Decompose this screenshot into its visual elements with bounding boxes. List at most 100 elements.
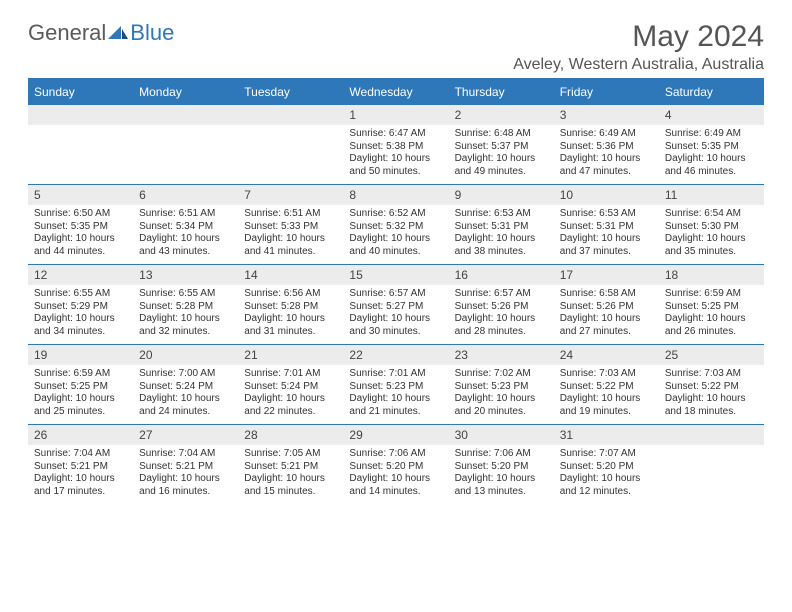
sunset: Sunset: 5:37 PM bbox=[455, 141, 548, 154]
daylight: Daylight: 10 hours and 18 minutes. bbox=[665, 393, 758, 418]
sunrise: Sunrise: 6:51 AM bbox=[139, 208, 232, 221]
day-number: 3 bbox=[554, 105, 659, 125]
day-details: Sunrise: 6:52 AMSunset: 5:32 PMDaylight:… bbox=[343, 205, 448, 264]
day-details: Sunrise: 6:55 AMSunset: 5:28 PMDaylight:… bbox=[133, 285, 238, 344]
day-number: 18 bbox=[659, 265, 764, 285]
daylight: Daylight: 10 hours and 13 minutes. bbox=[455, 473, 548, 498]
sunset: Sunset: 5:31 PM bbox=[455, 221, 548, 234]
header: General Blue May 2024 Aveley, Western Au… bbox=[28, 20, 764, 74]
sunset: Sunset: 5:22 PM bbox=[560, 381, 653, 394]
daylight: Daylight: 10 hours and 37 minutes. bbox=[560, 233, 653, 258]
day-details: Sunrise: 6:57 AMSunset: 5:26 PMDaylight:… bbox=[449, 285, 554, 344]
day-number: 10 bbox=[554, 185, 659, 205]
sunset: Sunset: 5:24 PM bbox=[139, 381, 232, 394]
details-row: Sunrise: 6:55 AMSunset: 5:29 PMDaylight:… bbox=[28, 285, 764, 344]
day-number: 7 bbox=[238, 185, 343, 205]
daylight: Daylight: 10 hours and 28 minutes. bbox=[455, 313, 548, 338]
day-details: Sunrise: 7:04 AMSunset: 5:21 PMDaylight:… bbox=[133, 445, 238, 504]
day-details: Sunrise: 6:53 AMSunset: 5:31 PMDaylight:… bbox=[554, 205, 659, 264]
daylight: Daylight: 10 hours and 22 minutes. bbox=[244, 393, 337, 418]
sunset: Sunset: 5:35 PM bbox=[665, 141, 758, 154]
day-number: 30 bbox=[449, 425, 554, 445]
sunrise: Sunrise: 7:06 AM bbox=[455, 448, 548, 461]
sunrise: Sunrise: 6:53 AM bbox=[560, 208, 653, 221]
sunset: Sunset: 5:38 PM bbox=[349, 141, 442, 154]
daylight: Daylight: 10 hours and 14 minutes. bbox=[349, 473, 442, 498]
day-number: 12 bbox=[28, 265, 133, 285]
sunrise: Sunrise: 7:02 AM bbox=[455, 368, 548, 381]
day-details: Sunrise: 6:59 AMSunset: 5:25 PMDaylight:… bbox=[28, 365, 133, 424]
daylight: Daylight: 10 hours and 21 minutes. bbox=[349, 393, 442, 418]
day-details: Sunrise: 7:02 AMSunset: 5:23 PMDaylight:… bbox=[449, 365, 554, 424]
sunset: Sunset: 5:23 PM bbox=[349, 381, 442, 394]
calendar: Sunday Monday Tuesday Wednesday Thursday… bbox=[28, 78, 764, 504]
daylight: Daylight: 10 hours and 24 minutes. bbox=[139, 393, 232, 418]
weekday-header: Friday bbox=[554, 80, 659, 104]
weeks-container: 1234Sunrise: 6:47 AMSunset: 5:38 PMDayli… bbox=[28, 104, 764, 504]
daylight: Daylight: 10 hours and 40 minutes. bbox=[349, 233, 442, 258]
day-number: 31 bbox=[554, 425, 659, 445]
daylight: Daylight: 10 hours and 30 minutes. bbox=[349, 313, 442, 338]
day-number: 13 bbox=[133, 265, 238, 285]
sunrise: Sunrise: 6:57 AM bbox=[349, 288, 442, 301]
day-number: 27 bbox=[133, 425, 238, 445]
details-row: Sunrise: 6:59 AMSunset: 5:25 PMDaylight:… bbox=[28, 365, 764, 424]
daynum-band: 1234 bbox=[28, 105, 764, 125]
weekday-header: Wednesday bbox=[343, 80, 448, 104]
day-number: 20 bbox=[133, 345, 238, 365]
sunrise: Sunrise: 7:03 AM bbox=[560, 368, 653, 381]
day-number bbox=[238, 105, 343, 125]
sunset: Sunset: 5:27 PM bbox=[349, 301, 442, 314]
week-row: 567891011Sunrise: 6:50 AMSunset: 5:35 PM… bbox=[28, 184, 764, 264]
sunrise: Sunrise: 6:55 AM bbox=[34, 288, 127, 301]
day-details: Sunrise: 6:57 AMSunset: 5:27 PMDaylight:… bbox=[343, 285, 448, 344]
daylight: Daylight: 10 hours and 27 minutes. bbox=[560, 313, 653, 338]
sunset: Sunset: 5:26 PM bbox=[560, 301, 653, 314]
daylight: Daylight: 10 hours and 25 minutes. bbox=[34, 393, 127, 418]
day-number: 15 bbox=[343, 265, 448, 285]
sunset: Sunset: 5:25 PM bbox=[665, 301, 758, 314]
day-number: 19 bbox=[28, 345, 133, 365]
sunrise: Sunrise: 6:59 AM bbox=[34, 368, 127, 381]
sunrise: Sunrise: 7:06 AM bbox=[349, 448, 442, 461]
day-details: Sunrise: 6:49 AMSunset: 5:35 PMDaylight:… bbox=[659, 125, 764, 184]
day-details: Sunrise: 7:06 AMSunset: 5:20 PMDaylight:… bbox=[343, 445, 448, 504]
daylight: Daylight: 10 hours and 41 minutes. bbox=[244, 233, 337, 258]
sunrise: Sunrise: 6:57 AM bbox=[455, 288, 548, 301]
sunrise: Sunrise: 6:49 AM bbox=[665, 128, 758, 141]
weekday-header: Saturday bbox=[659, 80, 764, 104]
daylight: Daylight: 10 hours and 31 minutes. bbox=[244, 313, 337, 338]
weekday-header: Thursday bbox=[449, 80, 554, 104]
day-number: 11 bbox=[659, 185, 764, 205]
daynum-band: 19202122232425 bbox=[28, 345, 764, 365]
daylight: Daylight: 10 hours and 19 minutes. bbox=[560, 393, 653, 418]
sunset: Sunset: 5:21 PM bbox=[139, 461, 232, 474]
sunset: Sunset: 5:21 PM bbox=[244, 461, 337, 474]
sunrise: Sunrise: 7:01 AM bbox=[244, 368, 337, 381]
sunset: Sunset: 5:20 PM bbox=[455, 461, 548, 474]
details-row: Sunrise: 7:04 AMSunset: 5:21 PMDaylight:… bbox=[28, 445, 764, 504]
week-row: 262728293031Sunrise: 7:04 AMSunset: 5:21… bbox=[28, 424, 764, 504]
day-details: Sunrise: 6:53 AMSunset: 5:31 PMDaylight:… bbox=[449, 205, 554, 264]
sunrise: Sunrise: 7:07 AM bbox=[560, 448, 653, 461]
day-number: 21 bbox=[238, 345, 343, 365]
day-number: 26 bbox=[28, 425, 133, 445]
day-details: Sunrise: 6:51 AMSunset: 5:33 PMDaylight:… bbox=[238, 205, 343, 264]
day-details: Sunrise: 6:47 AMSunset: 5:38 PMDaylight:… bbox=[343, 125, 448, 184]
logo-text-2: Blue bbox=[130, 20, 174, 46]
sunrise: Sunrise: 6:52 AM bbox=[349, 208, 442, 221]
sunset: Sunset: 5:28 PM bbox=[244, 301, 337, 314]
sunrise: Sunrise: 7:04 AM bbox=[139, 448, 232, 461]
day-number bbox=[133, 105, 238, 125]
day-number: 2 bbox=[449, 105, 554, 125]
week-row: 19202122232425Sunrise: 6:59 AMSunset: 5:… bbox=[28, 344, 764, 424]
weekday-header: Tuesday bbox=[238, 80, 343, 104]
sunrise: Sunrise: 6:47 AM bbox=[349, 128, 442, 141]
day-details: Sunrise: 6:48 AMSunset: 5:37 PMDaylight:… bbox=[449, 125, 554, 184]
sunrise: Sunrise: 7:00 AM bbox=[139, 368, 232, 381]
daylight: Daylight: 10 hours and 32 minutes. bbox=[139, 313, 232, 338]
title-block: May 2024 Aveley, Western Australia, Aust… bbox=[513, 20, 764, 74]
week-row: 12131415161718Sunrise: 6:55 AMSunset: 5:… bbox=[28, 264, 764, 344]
day-number: 23 bbox=[449, 345, 554, 365]
sunrise: Sunrise: 7:03 AM bbox=[665, 368, 758, 381]
